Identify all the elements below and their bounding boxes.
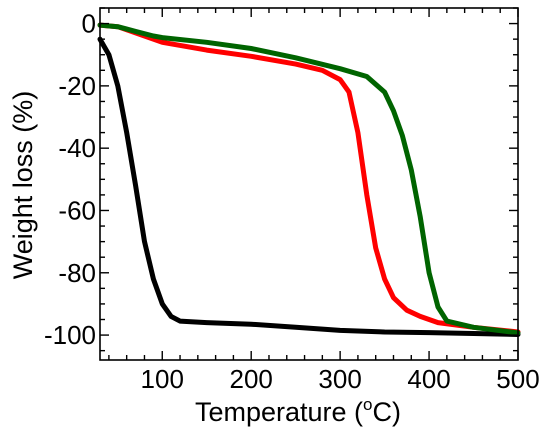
x-tick-label: 100 (141, 364, 184, 394)
y-axis-title: Weight loss (%) (8, 91, 38, 280)
label-layer: 100 200 300 400 500 0 -20 -40 -60 -80 -100 (44, 9, 540, 394)
plot-frame (99, 7, 519, 361)
y-tick-label: -20 (58, 71, 96, 101)
x-tick-label: 200 (229, 364, 272, 394)
x-tick-label: 500 (496, 364, 539, 394)
x-axis-title: Temperature (oC) (195, 395, 401, 427)
series-line-0 (97, 36, 521, 337)
y-tick-label: -40 (58, 133, 96, 163)
x-tick-label: 400 (407, 364, 450, 394)
series-line-1 (97, 22, 521, 335)
tick-layer (100, 7, 519, 360)
y-tick-label: -100 (44, 320, 96, 350)
y-tick-label: 0 (82, 9, 96, 39)
series-layer (97, 22, 521, 337)
x-tick-label: 300 (318, 364, 361, 394)
series-line-2 (97, 22, 521, 336)
x-axis-title-unit: C) (373, 397, 402, 427)
y-tick-label: -80 (58, 258, 96, 288)
y-tick-label: -60 (58, 195, 96, 225)
x-axis-title-sup: o (363, 395, 372, 414)
